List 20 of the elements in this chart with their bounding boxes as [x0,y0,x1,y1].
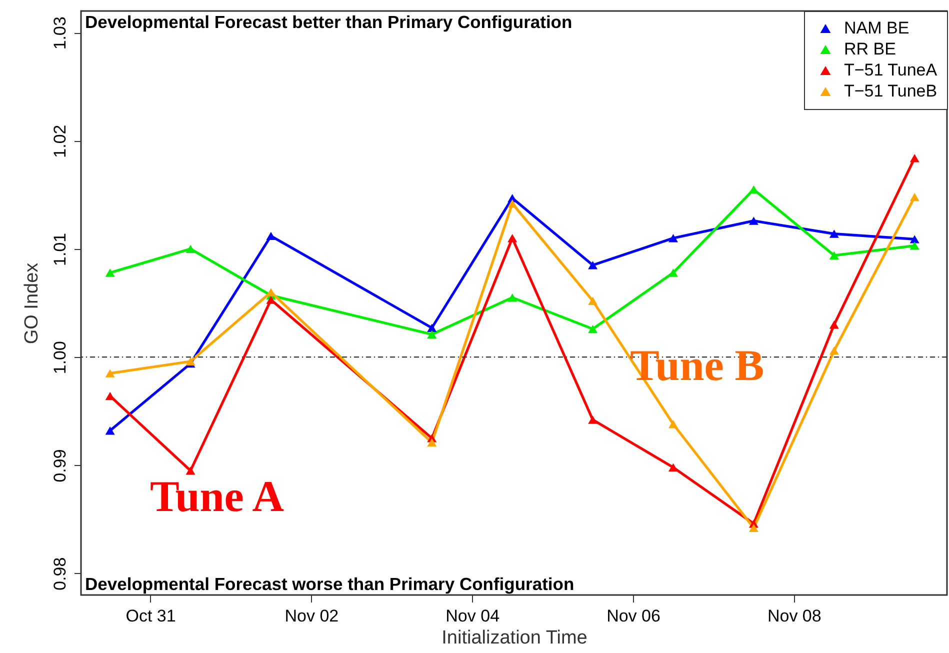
legend-label: NAM BE [844,18,910,38]
x-tick-label: Nov 04 [446,606,500,626]
legend-label: RR BE [844,40,896,58]
x-tick-label: Oct 31 [126,606,176,626]
annotation: Tune A [150,472,284,521]
y-tick-label: 0.99 [50,449,70,482]
x-tick-label: Nov 02 [284,606,339,626]
x-tick-label: Nov 06 [606,606,660,626]
y-axis-title: GO Index [22,262,42,344]
legend-label: T−51 TuneB [844,82,938,100]
x-tick-label: Nov 08 [767,606,822,626]
x-axis-title: Initialization Time [442,628,588,648]
annotation: Developmental Forecast better than Primary Configuration [85,12,572,32]
y-tick-label: 1.03 [50,16,70,50]
y-tick-label: 1.02 [50,124,70,158]
y-tick-label: 1.00 [50,341,70,374]
legend-label: T−51 TuneA [844,60,938,80]
y-tick-label: 1.01 [50,232,70,266]
y-tick-label: 0.98 [50,557,70,590]
annotation: Developmental Forecast worse than Primary Configuration [85,574,574,594]
